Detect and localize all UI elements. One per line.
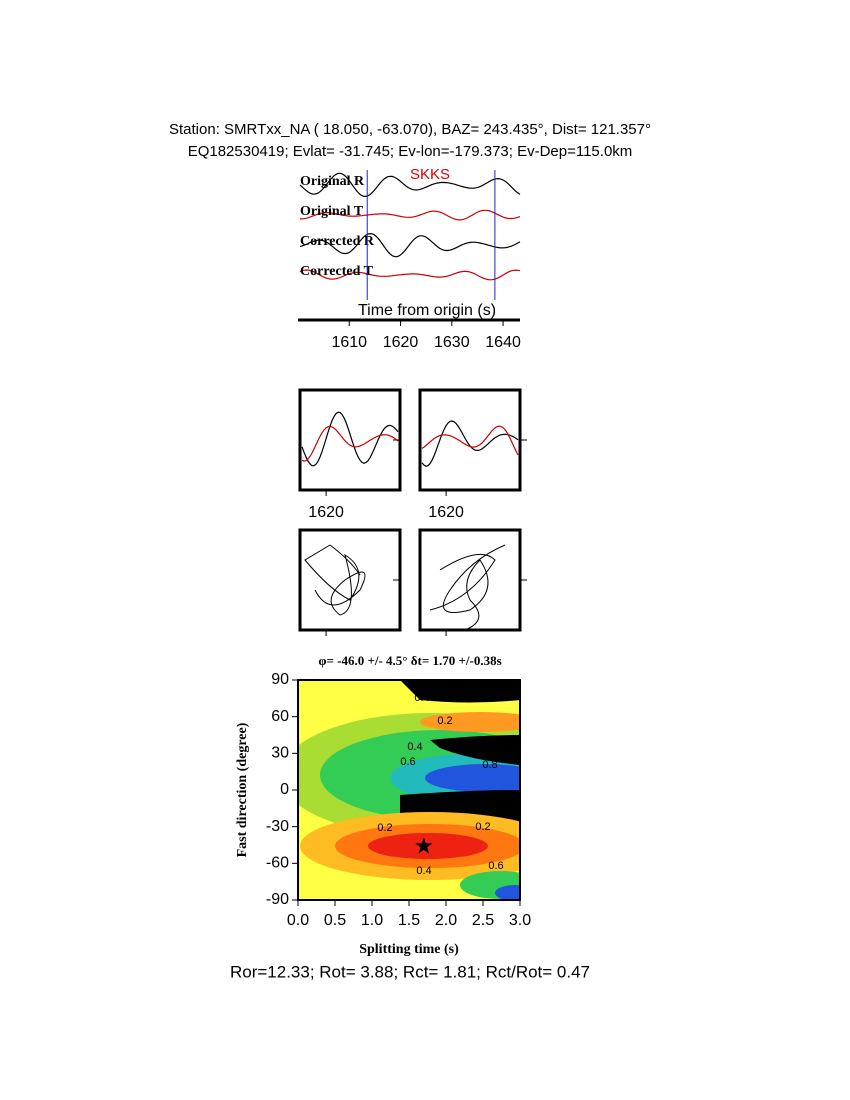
x-tick-label: 0.0 [287, 912, 309, 929]
trace [301, 411, 399, 467]
x-axis-label: Time from origin (s) [358, 302, 496, 319]
x-tick-label: 1620 [383, 334, 419, 351]
trace [299, 269, 521, 281]
contour-label: 0.2 [377, 822, 392, 834]
y-tick-label: 60 [271, 708, 289, 725]
x-axis-label: Splitting time (s) [359, 942, 459, 957]
particle-motion [429, 544, 506, 631]
trace [299, 172, 521, 197]
trace [300, 209, 521, 221]
contour-label: 0.6 [400, 756, 415, 768]
contour-label: 0.8 [500, 751, 515, 763]
y-tick-label: -30 [266, 818, 289, 835]
y-tick-label: -90 [266, 891, 289, 908]
x-tick-label: 1.5 [398, 912, 420, 929]
contour-label: 0.6 [488, 860, 503, 872]
y-axis-label: Fast direction (degree) [235, 722, 250, 857]
header-line: EQ182530419; Evlat= -31.745; Ev-lon=-179… [188, 143, 633, 160]
trace-label: Original R [300, 174, 365, 189]
panel-frame [418, 388, 522, 492]
contour-label: 0.4 [416, 865, 431, 877]
trace-label: Corrected T [300, 264, 374, 279]
y-tick-label: 90 [271, 671, 289, 688]
contour-label: 0.2 [414, 802, 429, 814]
best-fit-star [415, 837, 433, 854]
panel-frame [298, 388, 402, 492]
plot-title: φ= -46.0 +/- 4.5° δt= 1.70 +/-0.38s [318, 653, 501, 668]
trace [421, 425, 519, 456]
contour-label: 0.4 [502, 740, 517, 752]
header-line: Station: SMRTxx_NA ( 18.050, -63.070), B… [169, 121, 651, 138]
particle-motion [304, 544, 366, 616]
x-tick-label: 1620 [428, 504, 464, 521]
trace [301, 425, 399, 462]
trace [299, 232, 521, 258]
y-tick-label: 30 [271, 745, 289, 762]
contour-label: 0.8 [482, 759, 497, 771]
x-tick-label: 2.5 [472, 912, 494, 929]
footer: Ror=12.33; Rot= 3.88; Rct= 1.81; Rct/Rot… [230, 962, 590, 981]
y-tick-label: -60 [266, 855, 289, 872]
x-tick-label: 1.0 [361, 912, 383, 929]
x-tick-label: 1630 [434, 334, 470, 351]
x-tick-label: 3.0 [509, 912, 531, 929]
contour-label: 0.4 [414, 692, 429, 704]
contour-label: 0.2 [437, 715, 452, 727]
x-tick-label: 1640 [485, 334, 521, 351]
contour-label: 0.4 [407, 741, 422, 753]
contour-label: 0.2 [475, 821, 490, 833]
x-tick-label: 2.0 [435, 912, 457, 929]
trace-label: Original T [300, 204, 364, 219]
phase-label: SKKS [410, 166, 450, 183]
x-tick-label: 0.5 [324, 912, 346, 929]
x-tick-label: 1610 [331, 334, 367, 351]
x-tick-label: 1620 [308, 504, 344, 521]
y-tick-label: 0 [280, 781, 289, 798]
trace-label: Corrected R [300, 234, 375, 249]
